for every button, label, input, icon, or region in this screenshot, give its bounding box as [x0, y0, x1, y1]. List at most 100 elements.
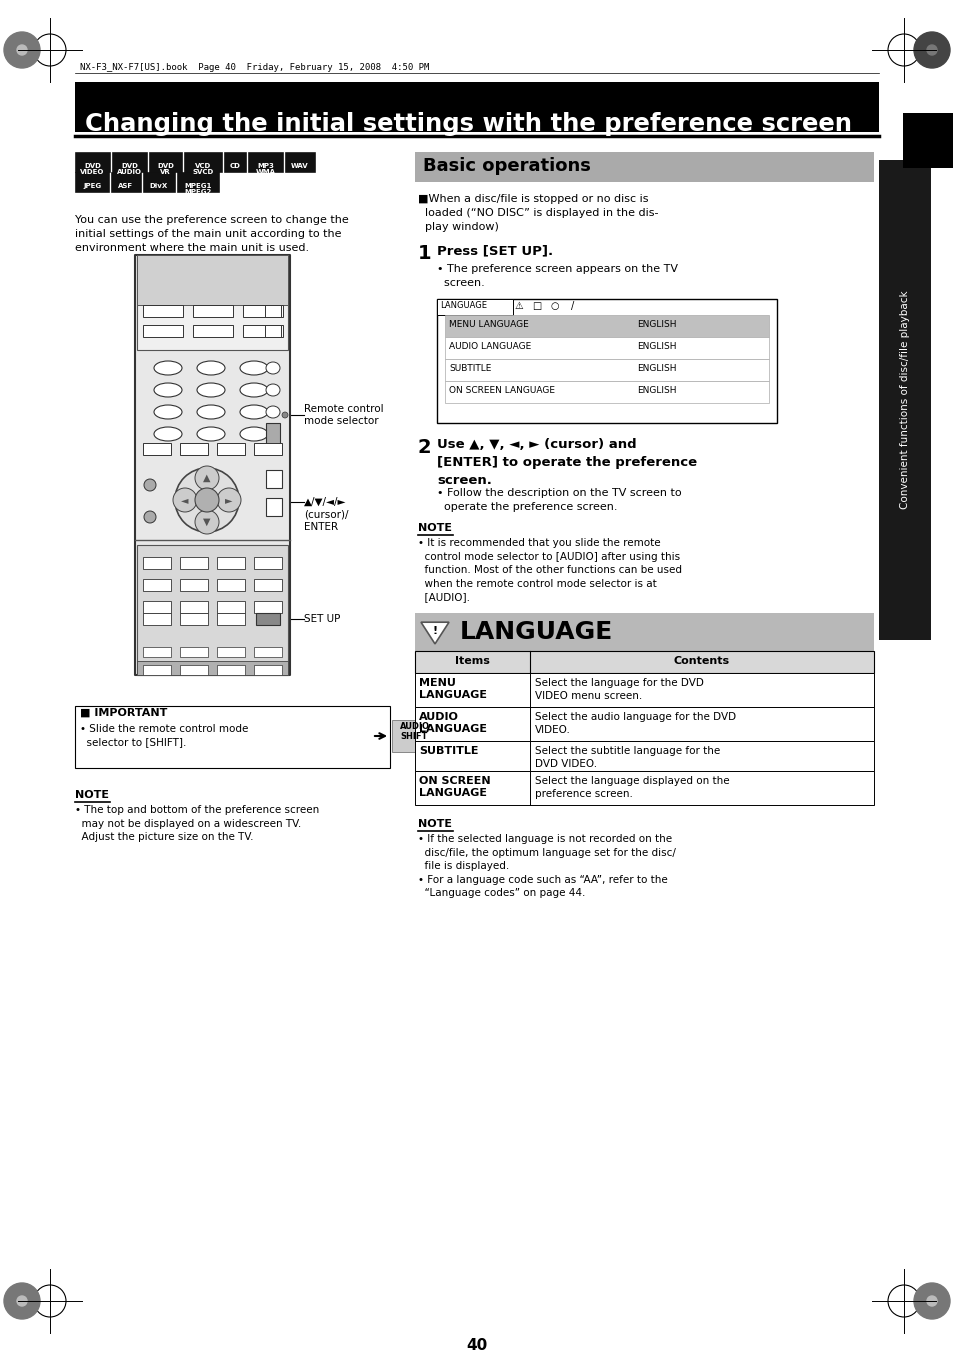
Bar	[265, 305, 281, 317]
Text: • The top and bottom of the preference screen
  may not be displayed on a widesc: • The top and bottom of the preference s…	[75, 805, 319, 842]
Text: MP3
WMA: MP3 WMA	[255, 163, 275, 174]
Text: 40: 40	[466, 1337, 487, 1351]
Bar	[184, 153, 222, 172]
Ellipse shape	[240, 361, 268, 376]
Bar	[137, 255, 288, 305]
Text: • If the selected language is not recorded on the
  disc/file, the optimum langu: • If the selected language is not record…	[417, 834, 675, 898]
Text: ▼: ▼	[203, 517, 211, 527]
Ellipse shape	[153, 405, 182, 419]
Text: Select the language displayed on the
preference screen.: Select the language displayed on the pre…	[535, 775, 729, 798]
Text: ▲/▼/◄/►
(cursor)/
ENTER: ▲/▼/◄/► (cursor)/ ENTER	[304, 497, 348, 532]
Circle shape	[144, 511, 156, 523]
Bar	[216, 647, 245, 657]
Bar	[415, 740, 873, 771]
Text: !: !	[432, 626, 437, 636]
Text: Select the subtitle language for the
DVD VIDEO.: Select the subtitle language for the DVD…	[535, 746, 720, 769]
Bar	[216, 665, 245, 676]
Bar	[193, 326, 233, 336]
Circle shape	[913, 1283, 949, 1319]
Bar	[216, 557, 245, 569]
Circle shape	[282, 412, 288, 417]
Bar	[180, 613, 208, 626]
Text: Select the audio language for the DVD
VIDEO.: Select the audio language for the DVD VI…	[535, 712, 736, 735]
Text: JPEG: JPEG	[83, 182, 101, 189]
Text: AUDIO
SHIFT: AUDIO SHIFT	[399, 721, 429, 740]
Text: /: /	[571, 301, 574, 311]
Text: AUDIO
LANGUAGE: AUDIO LANGUAGE	[418, 712, 486, 735]
Bar	[143, 665, 171, 676]
Text: DVD
AUDIO: DVD AUDIO	[117, 163, 142, 174]
Bar	[143, 443, 171, 455]
Text: • Slide the remote control mode
  selector to [SHIFT].: • Slide the remote control mode selector…	[80, 724, 248, 747]
Bar	[415, 651, 873, 673]
Text: Press [SET UP].: Press [SET UP].	[436, 245, 553, 257]
Bar	[253, 647, 282, 657]
Text: ENGLISH: ENGLISH	[637, 320, 676, 330]
Text: ■When a disc/file is stopped or no disc is
  loaded (“NO DISC” is displayed in t: ■When a disc/file is stopped or no disc …	[417, 195, 658, 232]
Ellipse shape	[196, 382, 225, 397]
Text: Convenient functions of disc/file playback: Convenient functions of disc/file playba…	[899, 290, 909, 509]
Ellipse shape	[153, 361, 182, 376]
Circle shape	[913, 32, 949, 68]
Bar	[253, 665, 282, 676]
Text: ENGLISH: ENGLISH	[637, 386, 676, 394]
Circle shape	[194, 488, 219, 512]
Bar	[878, 159, 930, 640]
Bar	[253, 443, 282, 455]
Text: AUDIO LANGUAGE: AUDIO LANGUAGE	[449, 342, 531, 351]
Ellipse shape	[240, 427, 268, 440]
Bar	[75, 172, 109, 192]
Bar	[243, 326, 283, 336]
Bar	[216, 613, 245, 626]
Bar	[112, 153, 147, 172]
Text: LANGUAGE: LANGUAGE	[459, 620, 613, 644]
Bar	[253, 580, 282, 590]
Bar	[180, 580, 208, 590]
Bar	[265, 326, 281, 336]
Bar	[253, 557, 282, 569]
Text: 2: 2	[417, 438, 431, 457]
Text: ENGLISH: ENGLISH	[637, 363, 676, 373]
Bar	[444, 336, 768, 359]
Text: MENU
LANGUAGE: MENU LANGUAGE	[418, 678, 486, 700]
Ellipse shape	[196, 427, 225, 440]
Ellipse shape	[240, 382, 268, 397]
Text: Remote control
mode selector: Remote control mode selector	[304, 404, 383, 426]
Bar	[243, 305, 283, 317]
Text: NX-F3_NX-F7[US].book  Page 40  Friday, February 15, 2008  4:50 PM: NX-F3_NX-F7[US].book Page 40 Friday, Feb…	[80, 63, 429, 72]
Text: DVD
VR: DVD VR	[157, 163, 173, 174]
Bar	[444, 359, 768, 381]
Text: • Follow the description on the TV screen to
  operate the preference screen.: • Follow the description on the TV scree…	[436, 488, 680, 512]
Text: DivX: DivX	[150, 182, 168, 189]
Bar	[224, 153, 246, 172]
Circle shape	[17, 1296, 27, 1306]
Circle shape	[926, 45, 936, 55]
Text: ▲: ▲	[203, 473, 211, 484]
Text: MPEG1
MPEG2: MPEG1 MPEG2	[184, 182, 212, 195]
Text: Select the language for the DVD
VIDEO menu screen.: Select the language for the DVD VIDEO me…	[535, 678, 703, 701]
Bar	[436, 299, 776, 423]
Ellipse shape	[153, 382, 182, 397]
Text: Contents: Contents	[673, 657, 729, 666]
Text: SUBTITLE: SUBTITLE	[418, 746, 478, 757]
Circle shape	[174, 467, 239, 532]
Bar	[143, 305, 183, 317]
Bar	[177, 172, 219, 192]
Bar	[111, 172, 141, 192]
Bar	[253, 601, 282, 613]
Bar	[193, 305, 233, 317]
Text: Use ▲, ▼, ◄, ► (cursor) and
[ENTER] to operate the preference
screen.: Use ▲, ▼, ◄, ► (cursor) and [ENTER] to o…	[436, 438, 697, 486]
Circle shape	[216, 488, 241, 512]
Ellipse shape	[240, 405, 268, 419]
Bar	[444, 315, 768, 336]
Bar	[266, 423, 280, 451]
Bar	[143, 326, 183, 336]
Bar	[392, 720, 436, 753]
Bar	[216, 601, 245, 613]
Bar	[248, 153, 283, 172]
Text: You can use the preference screen to change the
initial settings of the main uni: You can use the preference screen to cha…	[75, 215, 349, 253]
Text: ASF: ASF	[118, 182, 133, 189]
Text: NOTE: NOTE	[417, 819, 452, 830]
Text: ON SCREEN
LANGUAGE: ON SCREEN LANGUAGE	[418, 775, 490, 798]
Bar	[75, 707, 390, 767]
